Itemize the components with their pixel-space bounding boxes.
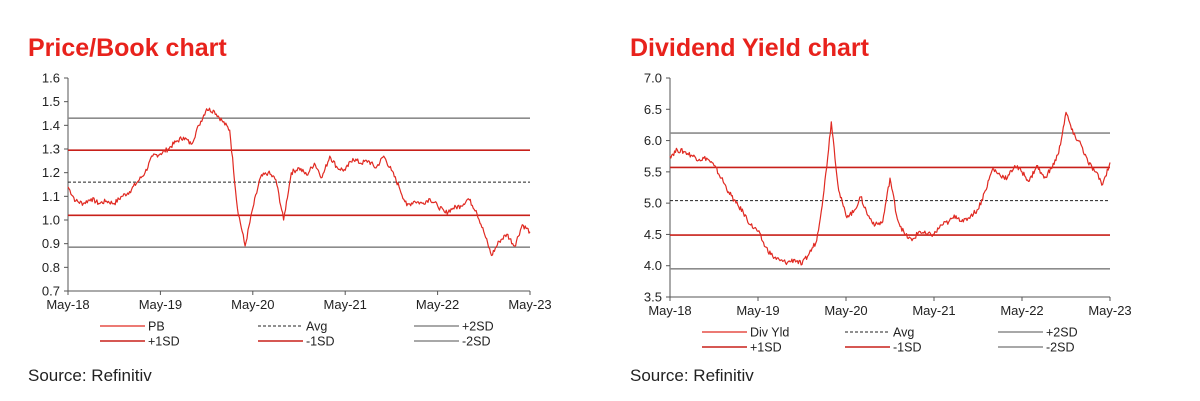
x-tick-label: May-21 [324,297,367,312]
legend-label: Avg [306,320,327,334]
legend-label: PB [148,320,165,334]
y-tick-label: 5.5 [644,164,662,179]
y-tick-label: 1.0 [42,213,60,228]
chart-title: Price/Book chart [28,34,227,62]
legend-label: Avg [893,326,914,340]
y-tick-label: 1.1 [42,189,60,204]
y-tick-label: 7.0 [644,71,662,86]
legend-label: -2SD [1046,341,1074,355]
y-tick-label: 6.0 [644,133,662,148]
source-note: Source: Refinitiv [630,366,754,385]
dividend-yield-chart: 3.5 4.0 4.5 5.0 5.5 6.0 6.5 7.0 May-18 May-19 May-… [644,71,1132,355]
series-line-pb [67,107,531,257]
y-tick-label: 4.0 [644,258,662,273]
y-tick-label: 3.5 [644,290,662,305]
chart-title: Dividend Yield chart [630,34,869,62]
y-tick-label: 6.5 [644,102,662,117]
y-tick-label: 0.9 [42,236,60,251]
y-tick-label: 1.4 [42,118,60,133]
legend-label: +2SD [462,320,494,334]
legend-label: +1SD [148,335,180,349]
y-tick-label: 1.3 [42,142,60,157]
legend-label: Div Yld [750,326,789,340]
x-tick-label: May-22 [416,297,459,312]
x-tick-label: May-20 [824,303,867,318]
series-line-div-yld [669,111,1111,266]
y-tick-label: 0.7 [42,284,60,299]
x-tick-label: May-21 [912,303,955,318]
x-tick-label: May-18 [46,297,89,312]
x-tick-label: May-18 [648,303,691,318]
y-tick-label: 0.8 [42,260,60,275]
y-tick-label: 4.5 [644,227,662,242]
x-tick-label: May-20 [231,297,274,312]
price-book-chart: 0.7 0.8 0.9 1.0 1.1 1.2 1.3 1.4 1.5 1.6 May-18 May-… [42,71,552,349]
y-tick-label: 5.0 [644,196,662,211]
x-tick-label: May-23 [508,297,551,312]
x-tick-label: May-19 [139,297,182,312]
y-tick-label: 1.2 [42,165,60,180]
legend-label: -2SD [462,335,490,349]
y-tick-label: 1.5 [42,94,60,109]
legend-label: +2SD [1046,326,1078,340]
x-tick-label: May-23 [1088,303,1131,318]
y-tick-label: 1.6 [42,71,60,86]
source-note: Source: Refinitiv [28,366,152,385]
legend-label: -1SD [306,335,334,349]
price-book-panel: Price/Book chart 0.7 0.8 0.9 1.0 1.1 1.2 1.3 1.… [28,0,588,401]
dividend-yield-panel: Dividend Yield chart 3.5 4.0 4.5 5.0 5.5 6.0 6… [630,0,1190,401]
x-tick-label: May-19 [736,303,779,318]
legend-label: -1SD [893,341,921,355]
x-tick-label: May-22 [1000,303,1043,318]
legend-label: +1SD [750,341,782,355]
